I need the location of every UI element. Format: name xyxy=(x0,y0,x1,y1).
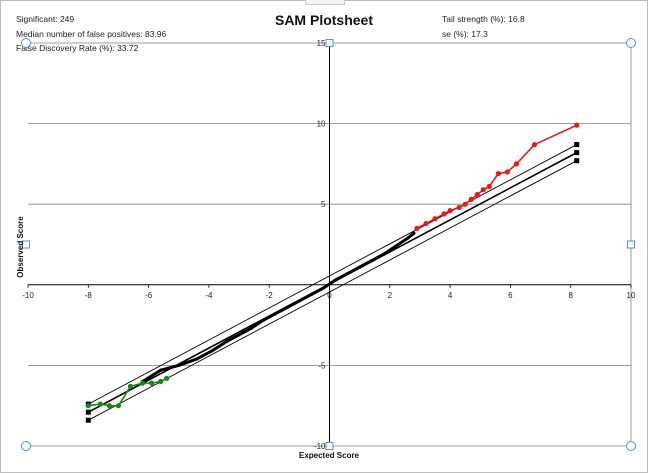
data-point-significant-positive xyxy=(480,187,486,193)
data-point-significant-positive xyxy=(474,191,480,198)
data-point-significant-positive xyxy=(574,122,580,128)
reference-line-lower xyxy=(88,160,577,421)
median-false-positives: Median number of false positives: 83.96 xyxy=(16,29,167,39)
data-point-significant-negative xyxy=(164,375,170,381)
data-point-non-significant xyxy=(210,349,214,353)
x-tick-label: 0 xyxy=(327,291,332,300)
data-point-non-significant xyxy=(370,259,374,263)
data-series xyxy=(85,122,580,409)
significant-count: Significant: 249 xyxy=(16,14,75,24)
axes xyxy=(28,43,631,446)
resize-handle-corner[interactable] xyxy=(626,38,636,48)
data-point-non-significant xyxy=(249,326,253,330)
x-axis-label: Expected Score xyxy=(299,451,360,460)
y-tick-label: 10 xyxy=(317,120,326,129)
data-point-non-significant xyxy=(273,312,277,316)
data-point-non-significant xyxy=(412,231,416,235)
series-line-non-significant xyxy=(141,232,415,383)
data-point-non-significant xyxy=(225,339,229,343)
resize-handle-side[interactable] xyxy=(627,240,635,249)
data-point-significant-positive xyxy=(462,201,468,207)
y-axis-label: Observed Score xyxy=(16,216,25,278)
data-point-non-significant xyxy=(159,368,163,372)
data-point-significant-positive xyxy=(432,216,438,222)
reference-end-marker xyxy=(85,409,91,415)
resize-handle-corner[interactable] xyxy=(626,441,636,451)
data-point-non-significant xyxy=(382,252,386,256)
y-tick-label: 5 xyxy=(321,200,326,209)
data-point-significant-positive xyxy=(531,141,538,148)
data-point-significant-positive xyxy=(423,220,429,227)
data-point-non-significant xyxy=(309,292,314,297)
data-point-significant-positive xyxy=(456,204,462,211)
x-tick-label: 8 xyxy=(568,291,573,300)
tick-labels: -10 -8 -6 -4 -2 0 2 4 6 8 10 -10 -5 5 10 15 xyxy=(22,39,636,451)
data-point-significant-negative xyxy=(106,403,113,409)
x-tick-label: 10 xyxy=(627,291,636,300)
data-point-non-significant xyxy=(345,271,350,276)
standard-error: se (%): 17.3 xyxy=(442,29,488,39)
data-point-significant-negative xyxy=(115,403,122,409)
data-point-significant-negative xyxy=(85,403,91,409)
data-point-significant-positive xyxy=(414,225,420,231)
reference-line-upper xyxy=(88,144,577,405)
resize-handle-side[interactable] xyxy=(325,39,334,47)
data-point-non-significant xyxy=(406,236,410,240)
series-line-significant-positive xyxy=(416,124,578,230)
y-tick-label: 15 xyxy=(317,39,326,48)
data-point-non-significant xyxy=(321,286,326,290)
data-point-significant-negative xyxy=(158,378,164,385)
resize-handle-side[interactable] xyxy=(325,442,334,450)
data-point-significant-positive xyxy=(513,161,520,167)
resize-handles[interactable] xyxy=(21,38,636,451)
data-point-non-significant xyxy=(333,278,338,282)
x-tick-label: -10 xyxy=(22,291,34,300)
data-point-significant-negative xyxy=(149,380,155,386)
data-point-significant-positive xyxy=(504,169,510,175)
reference-end-marker xyxy=(574,150,580,156)
data-point-significant-positive xyxy=(468,196,474,202)
data-point-non-significant xyxy=(394,244,398,248)
data-point-non-significant xyxy=(237,333,241,337)
data-point-significant-positive xyxy=(447,208,453,214)
x-tick-label: -6 xyxy=(145,291,153,300)
x-tick-label: -2 xyxy=(266,291,274,300)
data-point-significant-negative xyxy=(139,380,146,386)
data-point-non-significant xyxy=(297,299,301,303)
resize-handle-side[interactable] xyxy=(22,240,30,249)
y-tick-label: -10 xyxy=(314,442,326,451)
data-point-non-significant xyxy=(195,357,199,361)
x-tick-label: 4 xyxy=(448,291,453,300)
x-tick-label: 2 xyxy=(388,291,393,300)
x-tick-label: -8 xyxy=(85,291,93,300)
tail-strength: Tail strength (%): 16.8 xyxy=(442,14,525,24)
x-tick-label: -4 xyxy=(205,291,213,300)
chart-title: SAM Plotsheet xyxy=(274,12,373,28)
resize-handle-corner[interactable] xyxy=(21,441,31,451)
data-point-significant-negative xyxy=(97,401,103,407)
false-discovery-rate: False Discovery Rate (%): 33.72 xyxy=(16,43,139,53)
reference-end-marker xyxy=(574,142,580,148)
y-tick-label: -5 xyxy=(318,361,326,370)
data-point-non-significant xyxy=(261,318,265,322)
data-point-significant-positive xyxy=(486,183,492,190)
resize-handle-corner[interactable] xyxy=(21,38,31,48)
data-point-significant-positive xyxy=(441,211,447,217)
window-grip[interactable] xyxy=(305,0,345,5)
x-tick-label: 6 xyxy=(508,291,513,300)
data-point-non-significant xyxy=(285,305,289,309)
data-point-non-significant xyxy=(358,265,362,269)
reference-end-marker xyxy=(85,417,91,423)
reference-end-marker xyxy=(574,158,580,164)
data-point-significant-negative xyxy=(127,383,134,389)
data-point-non-significant xyxy=(177,363,181,367)
data-point-significant-positive xyxy=(495,170,501,177)
